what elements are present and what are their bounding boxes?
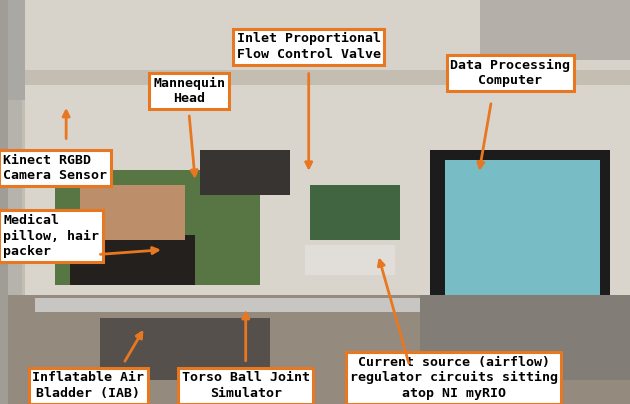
Text: Data Processing
Computer: Data Processing Computer xyxy=(450,59,570,87)
Text: Current source (airflow)
regulator circuits sitting
atop NI myRIO: Current source (airflow) regulator circu… xyxy=(350,356,558,400)
Text: Medical
pillow, hair
packer: Medical pillow, hair packer xyxy=(3,214,99,258)
Text: Torso Ball Joint
Simulator: Torso Ball Joint Simulator xyxy=(181,371,310,400)
Text: Mannequin
Head: Mannequin Head xyxy=(153,77,225,105)
Text: Kinect RGBD
Camera Sensor: Kinect RGBD Camera Sensor xyxy=(3,154,107,182)
Text: Inflatable Air
Bladder (IAB): Inflatable Air Bladder (IAB) xyxy=(32,371,144,400)
Text: Inlet Proportional
Flow Control Valve: Inlet Proportional Flow Control Valve xyxy=(237,32,381,61)
